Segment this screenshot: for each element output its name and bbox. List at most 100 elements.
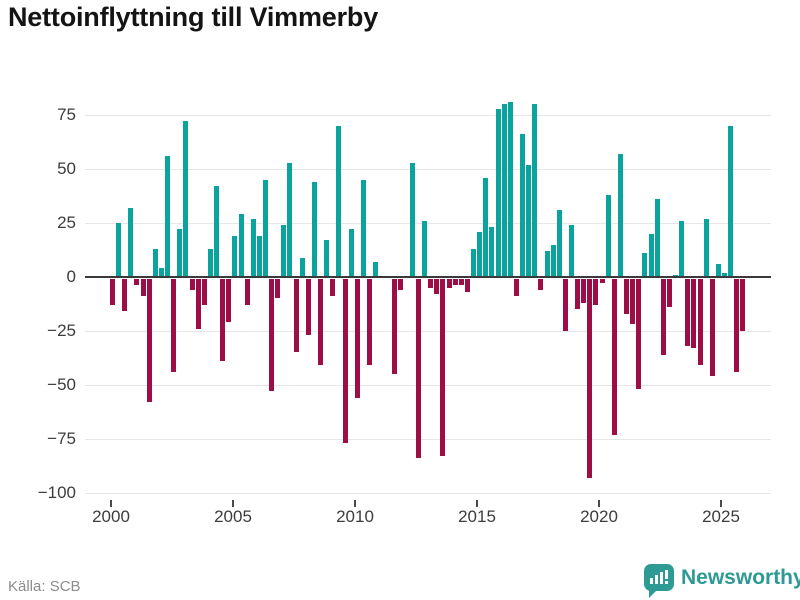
bar-2024Q2 — [703, 218, 709, 277]
x-tick-mark-2005 — [232, 500, 234, 507]
bar-2018Q1 — [550, 244, 556, 277]
bar-2019Q4 — [593, 279, 599, 305]
y-tick-label--25: −25 — [47, 321, 76, 340]
x-tick-label-2020: 2020 — [580, 507, 618, 526]
bar-2001Q1 — [134, 279, 140, 286]
logo-chart-bar-icon — [660, 572, 663, 584]
gridline--50 — [85, 385, 771, 386]
source-caption: Källa: SCB — [8, 578, 81, 595]
bar-2008Q1 — [305, 279, 311, 336]
bar-2014Q2 — [458, 279, 464, 286]
logo-chart-bar-icon — [655, 575, 658, 584]
bar-2018Q4 — [569, 225, 574, 277]
gridline-75 — [85, 115, 771, 116]
bar-2019Q3 — [587, 279, 593, 478]
newsworthy-logo: Newsworthy — [644, 562, 800, 598]
bar-2016Q1 — [501, 104, 507, 277]
bar-2008Q3 — [318, 279, 324, 366]
bar-2022Q3 — [660, 279, 666, 355]
bar-2009Q4 — [348, 229, 354, 277]
logo-bubble-tail — [649, 590, 657, 598]
bar-2016Q2 — [507, 102, 513, 277]
x-tick-mark-2020 — [598, 500, 600, 507]
bar-2000Q4 — [128, 207, 134, 277]
bar-2021Q1 — [624, 279, 630, 314]
bar-2022Q1 — [648, 233, 654, 277]
newsworthy-bubble-icon — [644, 564, 674, 591]
bar-2021Q4 — [642, 253, 648, 277]
bar-2010Q2 — [360, 179, 366, 277]
gridline--100 — [85, 493, 771, 494]
bar-2013Q4 — [446, 279, 452, 288]
x-tick-label-2005: 2005 — [214, 507, 252, 526]
bar-2004Q1 — [207, 248, 213, 277]
x-tick-label-2015: 2015 — [458, 507, 496, 526]
bar-2023Q3 — [685, 279, 691, 346]
logo-chart-bar-icon — [650, 578, 653, 584]
x-tick-mark-2010 — [354, 500, 356, 507]
bar-2018Q2 — [556, 210, 562, 277]
gridline-25 — [85, 223, 771, 224]
bar-2025Q2 — [728, 125, 734, 277]
bar-2000Q3 — [122, 279, 128, 312]
bar-2015Q4 — [495, 108, 501, 277]
y-tick-label-25: 25 — [57, 213, 76, 232]
bar-2015Q2 — [483, 177, 489, 277]
bar-2003Q3 — [195, 279, 201, 329]
bar-2001Q3 — [146, 279, 152, 403]
bar-2021Q3 — [636, 279, 642, 390]
bar-2010Q1 — [354, 279, 360, 398]
bar-2016Q4 — [520, 134, 526, 277]
logo-exclamation-icon — [665, 570, 668, 579]
y-tick-label--50: −50 — [47, 375, 76, 394]
bar-2004Q2 — [214, 186, 220, 277]
bar-2002Q2 — [165, 156, 171, 277]
y-tick-label-75: 75 — [57, 105, 76, 124]
bar-2013Q1 — [428, 279, 434, 288]
bar-2012Q2 — [409, 162, 415, 277]
bar-2010Q3 — [367, 279, 373, 366]
bar-2024Q3 — [709, 279, 715, 377]
bar-2001Q2 — [140, 279, 146, 297]
bar-2012Q3 — [416, 279, 421, 459]
bar-2005Q4 — [250, 218, 256, 277]
bar-2008Q4 — [324, 240, 330, 277]
bar-2020Q4 — [617, 153, 623, 277]
bar-2017Q1 — [526, 164, 532, 277]
bar-2007Q3 — [293, 279, 299, 353]
y-tick-label--100: −100 — [37, 483, 76, 502]
bar-2017Q2 — [532, 104, 538, 277]
gridline--75 — [85, 439, 771, 440]
bar-2000Q2 — [116, 223, 122, 277]
bar-2002Q4 — [177, 229, 183, 277]
bar-chart-plot-area — [85, 70, 771, 510]
bar-2024Q4 — [715, 264, 721, 277]
bar-2004Q3 — [220, 279, 226, 362]
bar-2009Q1 — [330, 279, 336, 297]
bar-2004Q4 — [226, 279, 232, 323]
bar-2007Q4 — [299, 257, 305, 277]
bar-2009Q3 — [342, 279, 348, 444]
bar-2017Q3 — [538, 279, 544, 290]
bar-2006Q3 — [269, 279, 275, 392]
bar-2001Q4 — [152, 248, 158, 277]
bar-2003Q1 — [183, 121, 189, 277]
bar-2005Q1 — [232, 235, 238, 277]
y-tick-label--75: −75 — [47, 429, 76, 448]
bar-2002Q1 — [158, 268, 164, 277]
bar-2014Q4 — [471, 248, 477, 277]
bar-2015Q1 — [477, 231, 483, 277]
x-tick-label-2025: 2025 — [702, 507, 740, 526]
logo-exclamation-dot-icon — [665, 581, 668, 584]
x-tick-label-2010: 2010 — [336, 507, 374, 526]
bar-2022Q2 — [654, 199, 660, 277]
bar-2023Q1 — [673, 274, 679, 277]
x-tick-mark-2015 — [476, 500, 478, 507]
bar-2015Q3 — [489, 227, 495, 277]
bar-2017Q4 — [544, 251, 550, 277]
bar-2021Q2 — [630, 279, 636, 325]
bar-2025Q4 — [740, 279, 746, 331]
bar-2025Q1 — [722, 272, 727, 277]
bar-2013Q2 — [434, 279, 440, 295]
bar-2016Q3 — [513, 279, 519, 297]
